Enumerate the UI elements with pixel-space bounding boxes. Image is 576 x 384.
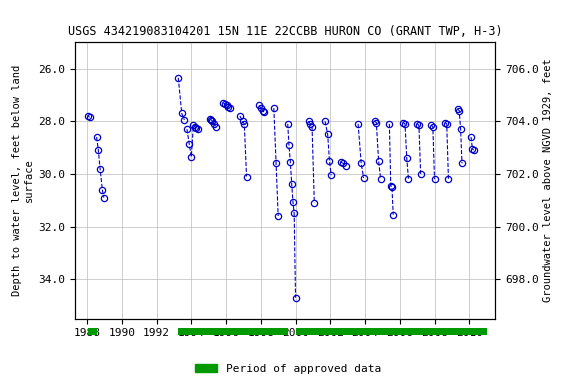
Title: USGS 434219083104201 15N 11E 22CCBB HURON CO (GRANT TWP, H-3): USGS 434219083104201 15N 11E 22CCBB HURO… [68, 25, 502, 38]
Y-axis label: Depth to water level, feet below land
surface: Depth to water level, feet below land su… [13, 65, 34, 296]
Y-axis label: Groundwater level above NGVD 1929, feet: Groundwater level above NGVD 1929, feet [543, 59, 553, 302]
Bar [178, 328, 288, 335]
Bar [295, 328, 487, 335]
Bar [88, 328, 97, 335]
Legend: Period of approved data: Period of approved data [191, 359, 385, 379]
